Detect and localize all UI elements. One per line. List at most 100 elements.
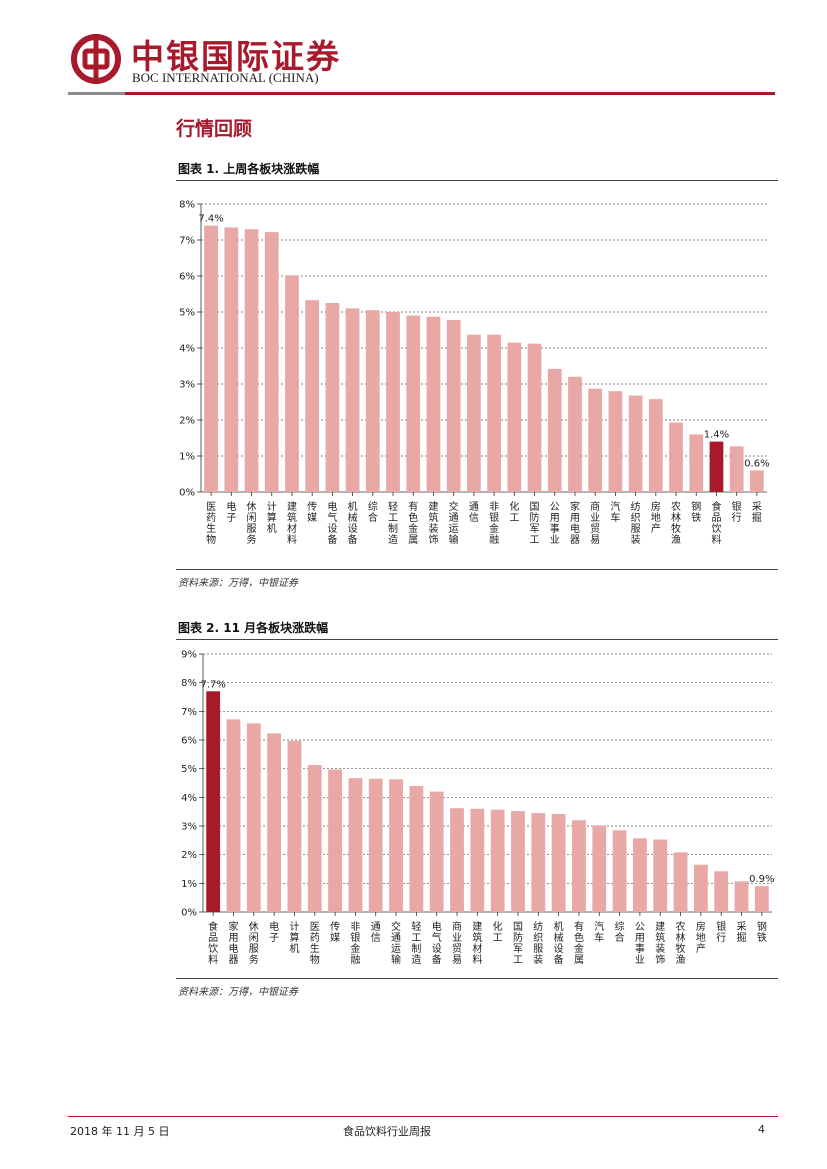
- chart-1-bar: [588, 388, 603, 492]
- chart-1-y-tick-label: 5%: [179, 308, 195, 319]
- chart-2-bar: [531, 813, 546, 912]
- chart-1-bar: [527, 343, 542, 492]
- chart-2-source: 资料来源：万得，中银证券: [178, 987, 298, 998]
- chart-2-category-label: 非银金融: [350, 921, 360, 966]
- chart-1-y-tick-label: 2%: [179, 416, 195, 427]
- chart-1-bar: [648, 399, 663, 492]
- chart-2-category-label: 汽车: [594, 920, 604, 944]
- chart-1-category-label: 医药生物: [206, 501, 216, 546]
- chart-1-category-label: 钢铁: [691, 500, 701, 524]
- chart-1-bar: [264, 232, 279, 492]
- chart-1-data-label: 0.6%: [744, 458, 769, 469]
- chart-2-bar: [450, 808, 464, 912]
- chart-1-bar: [446, 319, 461, 492]
- chart-2-bar: [511, 811, 525, 912]
- chart-2-bar: [409, 785, 424, 912]
- chart-1-category-label: 综合: [368, 500, 378, 524]
- chart-2-y-tick-label: 4%: [181, 793, 197, 804]
- chart-2-category-label: 纺织服装: [533, 920, 543, 966]
- chart-2-category-label: 综合: [615, 920, 625, 944]
- chart-2-bar: [470, 808, 485, 912]
- chart-1-bar: [285, 275, 299, 492]
- chart-2-category-label: 钢铁: [757, 920, 767, 944]
- chart-2-category-label: 有色金属: [574, 920, 584, 966]
- brand-name-cn: 中银国际证券: [131, 37, 341, 76]
- chart-2-bar: [389, 779, 403, 912]
- chart-2-bar: [754, 886, 769, 912]
- chart-2-category-label: 轻工制造: [411, 920, 421, 966]
- chart-2-bar: [572, 820, 586, 912]
- chart-1-category-label: 非银金融: [489, 501, 499, 546]
- chart-1-bar: [487, 334, 501, 492]
- chart-2-bar: [348, 778, 363, 912]
- chart-2-bar: [592, 825, 607, 912]
- header-divider-red: [125, 92, 775, 95]
- chart-1-y-tick-label: 4%: [179, 344, 195, 355]
- chart-2-bar: [246, 723, 261, 912]
- chart-2-category-label: 建筑装饰: [655, 920, 665, 966]
- chart-1-category-label: 公用事业: [550, 502, 560, 546]
- chart-1-category-label: 建筑材料: [287, 500, 297, 546]
- boc-logo-icon: [71, 34, 121, 84]
- chart-2-bar: [714, 871, 729, 912]
- chart-2-bar: [653, 839, 668, 912]
- chart-1-bar: [244, 229, 259, 492]
- chart-1-category-label: 建筑装饰: [428, 500, 438, 546]
- chart-1-category-label: 休闲服务: [247, 501, 257, 546]
- chart-2-category-label: 农林牧渔: [676, 920, 686, 966]
- chart-1-bar: [224, 227, 239, 492]
- footer-divider: [68, 1116, 778, 1117]
- chart-1-bar: [568, 376, 582, 492]
- chart-2-y-tick-label: 9%: [181, 650, 197, 661]
- chart-2-bar: [307, 764, 322, 912]
- chart-1-category-label: 机械设备: [348, 500, 358, 546]
- chart-1-bar: [628, 395, 643, 492]
- page-number: 4: [758, 1123, 765, 1136]
- chart-1-y-tick-label: 0%: [179, 488, 195, 499]
- chart-2-category-label: 休闲服务: [249, 921, 259, 966]
- chart-2-category-label: 公用事业: [635, 922, 645, 966]
- chart-1-bar: [305, 300, 320, 492]
- chart-2-caption: 图表 2. 11 月各板块涨跌幅: [178, 621, 329, 635]
- chart-1-category-label: 化工: [509, 500, 519, 524]
- chart-1-category-label: 纺织服装: [631, 500, 641, 546]
- chart-1-bar: [345, 308, 360, 492]
- chart-1-caption: 图表 1. 上周各板块涨跌幅: [178, 162, 320, 176]
- chart-1-top-rule: [176, 180, 778, 181]
- chart-2-bar: [267, 733, 282, 912]
- footer-report-title: 食品饮料行业周报: [343, 1125, 431, 1138]
- chart-1-category-label: 电气设备: [327, 500, 337, 546]
- chart-1-category-label: 食品饮料: [711, 500, 721, 546]
- chart-1-bar: [547, 368, 562, 492]
- chart-2-bar: [206, 691, 221, 912]
- chart-2-bar: [551, 813, 566, 912]
- chart-1-category-label: 计算机: [267, 500, 277, 535]
- chart-2-category-label: 电气设备: [432, 920, 442, 966]
- chart-1-bar: [467, 334, 481, 492]
- chart-2-bar: [612, 830, 627, 912]
- chart-2-bar: [633, 838, 647, 912]
- chart-2-y-tick-label: 0%: [181, 908, 197, 919]
- section-title: 行情回顾: [176, 118, 253, 140]
- chart-2-data-label: 0.9%: [749, 874, 774, 885]
- chart-2-category-label: 家用电器: [228, 920, 238, 966]
- chart-1-bar: [204, 225, 218, 492]
- chart-1-bar: [689, 434, 704, 492]
- chart-2-category-label: 化工: [493, 920, 503, 944]
- chart-1-bar: [608, 391, 623, 492]
- chart-2-category-label: 计算机: [289, 920, 299, 955]
- chart-1-category-label: 通信: [469, 501, 479, 524]
- chart-2-bottom-rule: [176, 978, 778, 979]
- chart-2-y-tick-label: 3%: [181, 822, 197, 833]
- chart-1-bar: [365, 310, 380, 492]
- chart-2-y-tick-label: 8%: [181, 678, 197, 689]
- chart-2-category-label: 医药生物: [310, 921, 320, 966]
- footer-date: 2018 年 11 月 5 日: [70, 1125, 170, 1138]
- chart-2-category-label: 采掘: [737, 921, 747, 944]
- chart-1-category-label: 家用电器: [570, 500, 580, 546]
- chart-1-category-label: 轻工制造: [388, 500, 398, 546]
- chart-1-y-tick-label: 7%: [179, 236, 195, 247]
- chart-2-bar: [429, 791, 444, 912]
